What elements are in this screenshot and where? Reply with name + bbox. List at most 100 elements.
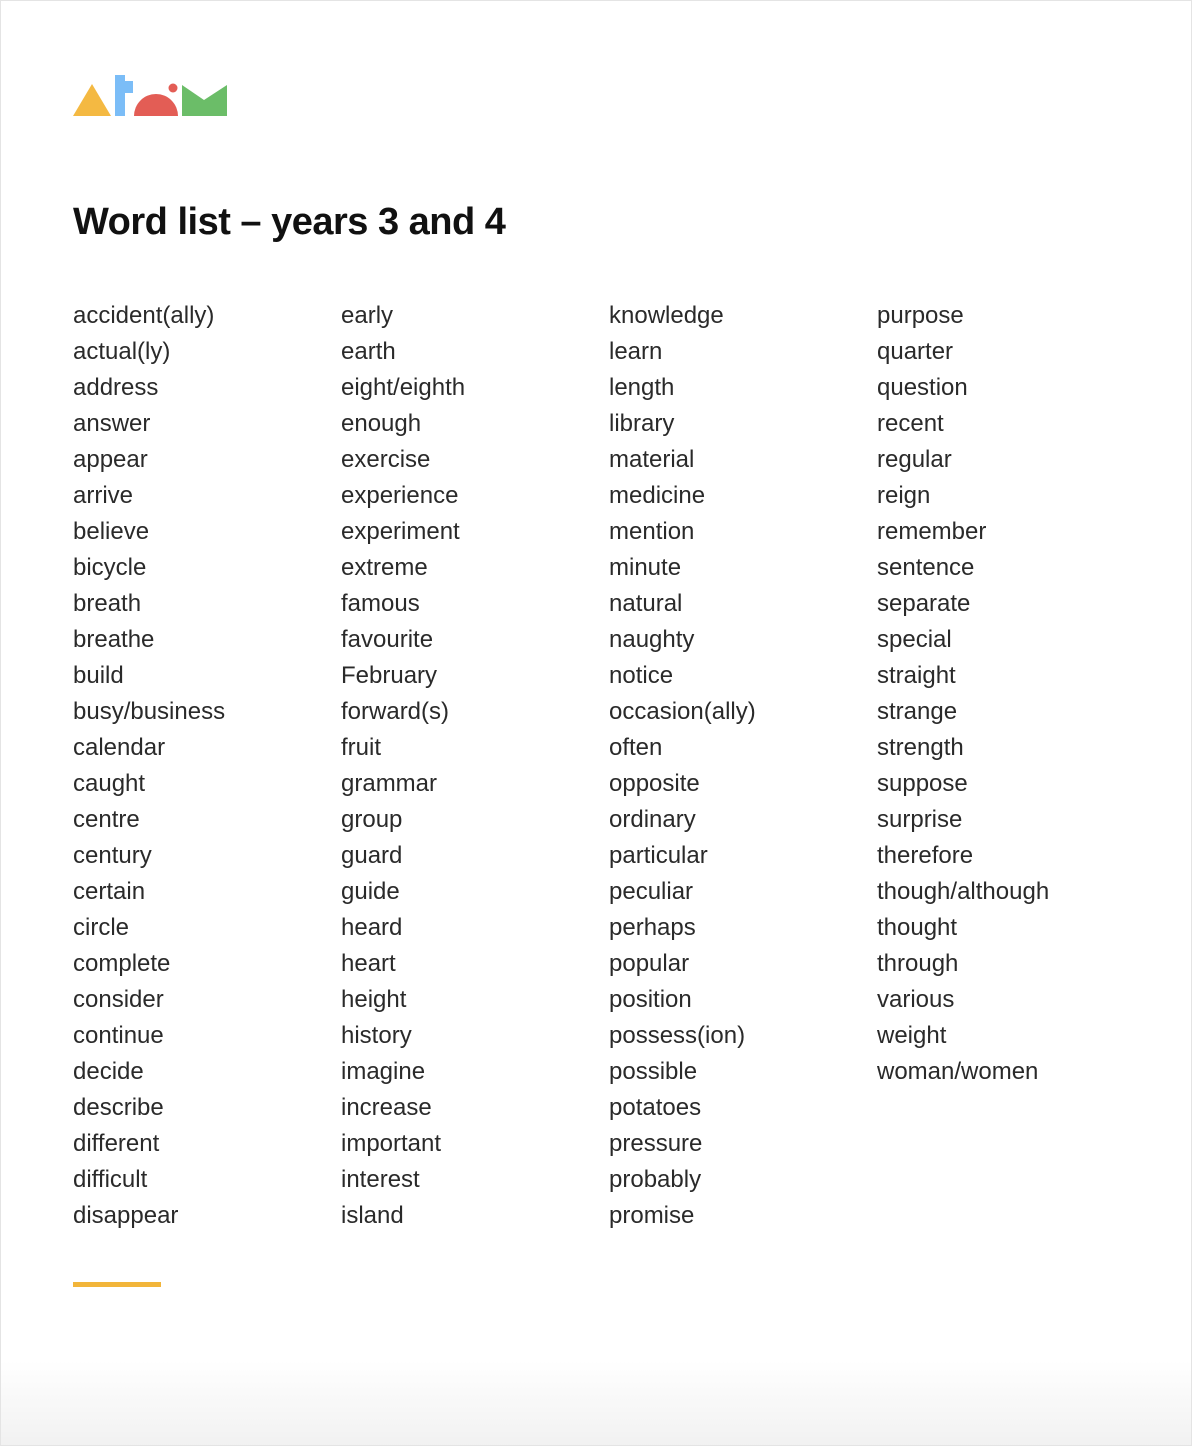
word-item: century [73,842,152,869]
word-item: length [609,374,675,401]
word-item: heard [341,914,403,941]
word-item: certain [73,878,146,905]
word-item: increase [341,1094,432,1121]
word-item: through [877,950,959,977]
word-item: medicine [609,482,706,509]
word-item: exercise [341,446,431,473]
word-item: ordinary [609,806,696,833]
logo-m [182,85,227,116]
word-item: thought [877,914,958,941]
logo-dot [168,83,178,93]
word-item: favourite [341,626,434,653]
word-item: history [341,1022,412,1049]
word-item: arrive [73,482,134,509]
word-item: particular [609,842,708,869]
word-item: recent [877,410,944,437]
atom-logo [73,75,227,116]
word-item: grammar [341,770,438,797]
word-item: group [341,806,403,833]
word-item: centre [73,806,140,833]
word-item: potatoes [609,1094,702,1121]
accent-rule [73,1282,161,1287]
word-item: circle [73,914,130,941]
word-item: though/although [877,878,1050,905]
word-item: sentence [877,554,975,581]
word-column-3: knowledge learn length library material medic… [609,298,756,1234]
word-item: weight [877,1022,947,1049]
word-item: often [609,734,663,761]
word-item: probably [609,1166,702,1193]
word-item: opposite [609,770,700,797]
word-item: island [341,1202,404,1229]
word-item: guard [341,842,403,869]
word-item: accident(ally) [73,302,215,329]
word-column-1: accident(ally) actual(ly) address answer app… [73,298,225,1234]
word-item: notice [609,662,674,689]
word-item: pressure [609,1130,703,1157]
word-item: complete [73,950,171,977]
word-item: enough [341,410,422,437]
word-item: consider [73,986,164,1013]
word-item: reign [877,482,931,509]
word-item: famous [341,590,420,617]
word-item: early [341,302,394,329]
word-item: bicycle [73,554,147,581]
word-item: experience [341,482,459,509]
word-item: breathe [73,626,155,653]
word-item: position [609,986,692,1013]
word-item: difficult [73,1166,148,1193]
word-item: calendar [73,734,166,761]
word-item: straight [877,662,956,689]
word-item: woman/women [877,1058,1039,1085]
word-item: earth [341,338,396,365]
word-item: library [609,410,675,437]
word-item: remember [877,518,987,545]
word-item: important [341,1130,442,1157]
word-item: interest [341,1166,420,1193]
word-item: learn [609,338,663,365]
word-item: height [341,986,407,1013]
word-item: answer [73,410,151,437]
word-item: separate [877,590,971,617]
word-item: material [609,446,695,473]
word-column-4: purpose quarter question recent regular reign… [877,298,1049,1090]
word-item: strange [877,698,958,725]
word-item: extreme [341,554,428,581]
word-item: therefore [877,842,974,869]
logo-triangle [73,84,111,116]
word-item: promise [609,1202,695,1229]
word-item: disappear [73,1202,179,1229]
word-item: regular [877,446,952,473]
word-item: purpose [877,302,964,329]
word-item: surprise [877,806,963,833]
word-item: actual(ly) [73,338,171,365]
word-column-2: early earth eight/eighth enough exercise expe… [341,298,465,1234]
word-item: natural [609,590,683,617]
word-item: busy/business [73,698,226,725]
word-item: fruit [341,734,382,761]
word-item: believe [73,518,150,545]
word-item: occasion(ally) [609,698,756,725]
word-item: quarter [877,338,954,365]
logo-t [115,75,133,116]
word-item: caught [73,770,146,797]
word-item: guide [341,878,400,905]
word-item: decide [73,1058,144,1085]
word-item: breath [73,590,142,617]
word-item: peculiar [609,878,694,905]
word-item: forward(s) [341,698,450,725]
word-item: special [877,626,952,653]
logo-semicircle [134,94,178,116]
word-item: different [73,1130,160,1157]
word-item: question [877,374,968,401]
word-item: imagine [341,1058,426,1085]
word-item: various [877,986,955,1013]
word-item: continue [73,1022,164,1049]
word-item: suppose [877,770,968,797]
word-item: strength [877,734,964,761]
word-item: popular [609,950,690,977]
word-item: February [341,662,438,689]
word-item: possess(ion) [609,1022,746,1049]
word-item: possible [609,1058,698,1085]
word-item: knowledge [609,302,724,329]
